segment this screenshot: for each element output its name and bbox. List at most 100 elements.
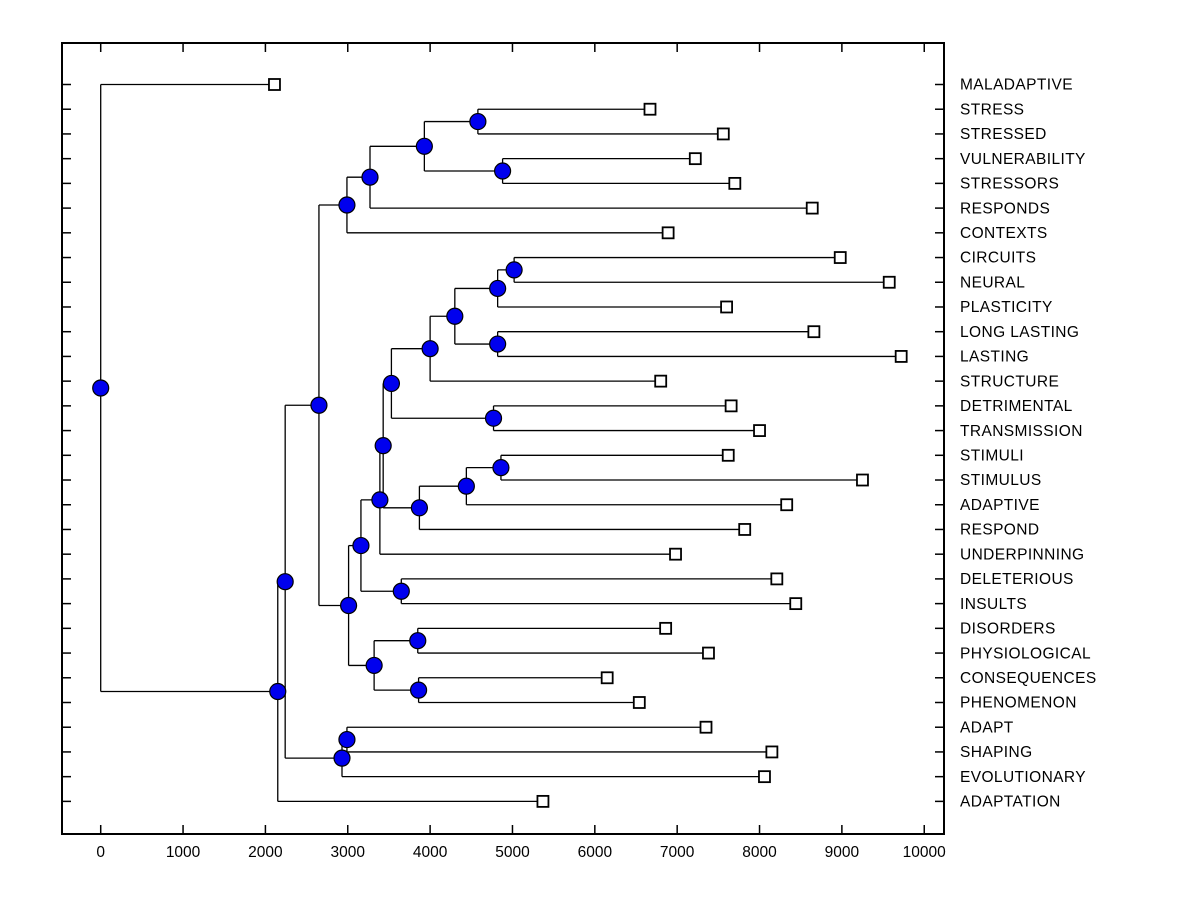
leaf-label: VULNERABILITY [960, 151, 1086, 168]
leaf-label: CONTEXTS [960, 225, 1048, 242]
internal-node-circle [484, 409, 503, 427]
internal-node-circle [446, 307, 464, 325]
leaf-label: ADAPT [960, 719, 1014, 736]
internal-node-circle [493, 162, 512, 180]
leaf-label: ADAPTIVE [960, 497, 1040, 514]
leaf-label: NEURAL [960, 274, 1025, 291]
leaf-label: PLASTICITY [960, 299, 1053, 316]
leaf-marker-square [536, 794, 550, 808]
internal-node-circle [415, 137, 433, 155]
internal-node-circle [361, 168, 379, 186]
internal-node-circle [269, 682, 287, 701]
x-tick-label: 3000 [331, 844, 366, 861]
leaf-marker-square [738, 523, 752, 536]
leaf-label: DELETERIOUS [960, 571, 1074, 588]
internal-node-circle [410, 499, 429, 517]
internal-node-circle [339, 596, 358, 615]
leaf-marker-square [724, 399, 738, 413]
leaf-marker-square [716, 127, 730, 141]
leaf-marker-square [758, 770, 771, 784]
internal-node-circle [365, 656, 383, 675]
leaf-label: EVOLUTIONARY [960, 769, 1086, 786]
axis-box [61, 42, 945, 835]
leaf-label: DETRIMENTAL [960, 398, 1073, 415]
internal-node-circle [352, 536, 370, 555]
leaf-marker-square [600, 671, 614, 685]
leaf-label: STRESS [960, 101, 1024, 118]
leaf-marker-square [770, 572, 784, 586]
leaf-label: STIMULUS [960, 472, 1042, 489]
leaf-marker-square [882, 275, 896, 289]
leaf-label: PHYSIOLOGICAL [960, 645, 1091, 662]
internal-node-circle [409, 681, 428, 699]
leaf-marker-square [728, 176, 742, 190]
leaf-marker-square [805, 201, 819, 215]
internal-node-circle [505, 261, 523, 279]
leaf-marker-square [789, 597, 803, 611]
internal-node-circle [492, 459, 510, 477]
leaf-label: UNDERPINNING [960, 546, 1085, 563]
x-tick-label: 8000 [742, 844, 777, 861]
x-tick-label: 7000 [660, 844, 695, 861]
x-tick-label: 6000 [578, 844, 613, 861]
internal-node-circle [392, 582, 410, 600]
x-tick-label: 0 [96, 844, 105, 861]
internal-node-circle [382, 374, 401, 393]
leaf-marker-square [807, 325, 821, 339]
leaf-label: CIRCUITS [960, 250, 1036, 267]
internal-node-circle [338, 196, 356, 214]
leaf-marker-square [720, 300, 733, 314]
internal-node-circle [469, 112, 487, 131]
leaf-marker-square [632, 696, 646, 709]
leaf-label: DISORDERS [960, 621, 1056, 638]
leaf-marker-square [780, 498, 794, 512]
leaf-label: LONG LASTING [960, 324, 1079, 341]
leaf-label: STRESSORS [960, 176, 1059, 193]
internal-node-circle [310, 396, 328, 414]
leaf-label: TRANSMISSION [960, 423, 1083, 440]
x-tick-label: 9000 [825, 844, 860, 861]
x-tick-label: 4000 [413, 844, 448, 861]
leaf-marker-square [833, 251, 847, 264]
internal-node-circle [489, 279, 507, 298]
x-tick-label: 10000 [903, 844, 946, 861]
leaf-marker-square [643, 102, 657, 116]
internal-node-circle [92, 379, 110, 397]
internal-node-circle [276, 573, 294, 591]
leaf-label: STRESSED [960, 126, 1047, 143]
leaf-marker-square [699, 720, 713, 734]
x-tick-label: 5000 [495, 844, 530, 861]
internal-node-circle [338, 730, 356, 749]
leaf-label: CONSEQUENCES [960, 670, 1097, 687]
leaf-marker-square [654, 374, 668, 388]
internal-node-circle [409, 632, 427, 650]
leaf-marker-square [765, 745, 779, 759]
leaf-marker-square [669, 547, 682, 561]
leaf-label: ADAPTATION [960, 794, 1061, 811]
leaf-label: RESPOND [960, 522, 1039, 539]
x-tick-label: 2000 [248, 844, 283, 861]
leaf-label: PHENOMENON [960, 695, 1077, 712]
leaf-marker-square [659, 621, 673, 635]
leaf-marker-square [688, 152, 702, 166]
internal-node-circle [374, 437, 392, 455]
internal-node-circle [457, 477, 475, 495]
leaf-label: SHAPING [960, 744, 1033, 761]
leaf-marker-square [894, 350, 908, 363]
leaf-label: MALADAPTIVE [960, 77, 1073, 94]
leaf-marker-square [753, 424, 766, 437]
internal-node-circle [371, 491, 389, 509]
leaf-marker-square [268, 78, 281, 91]
leaf-label: STRUCTURE [960, 373, 1059, 390]
x-tick-label: 1000 [166, 844, 201, 861]
leaf-label: INSULTS [960, 596, 1027, 613]
leaf-label: LASTING [960, 349, 1029, 366]
leaf-label: RESPONDS [960, 200, 1050, 217]
internal-node-circle [421, 340, 439, 358]
leaf-marker-square [721, 448, 735, 462]
leaf-marker-square [661, 226, 675, 240]
leaf-label: STIMULI [960, 448, 1024, 465]
leaf-marker-square [856, 473, 869, 487]
